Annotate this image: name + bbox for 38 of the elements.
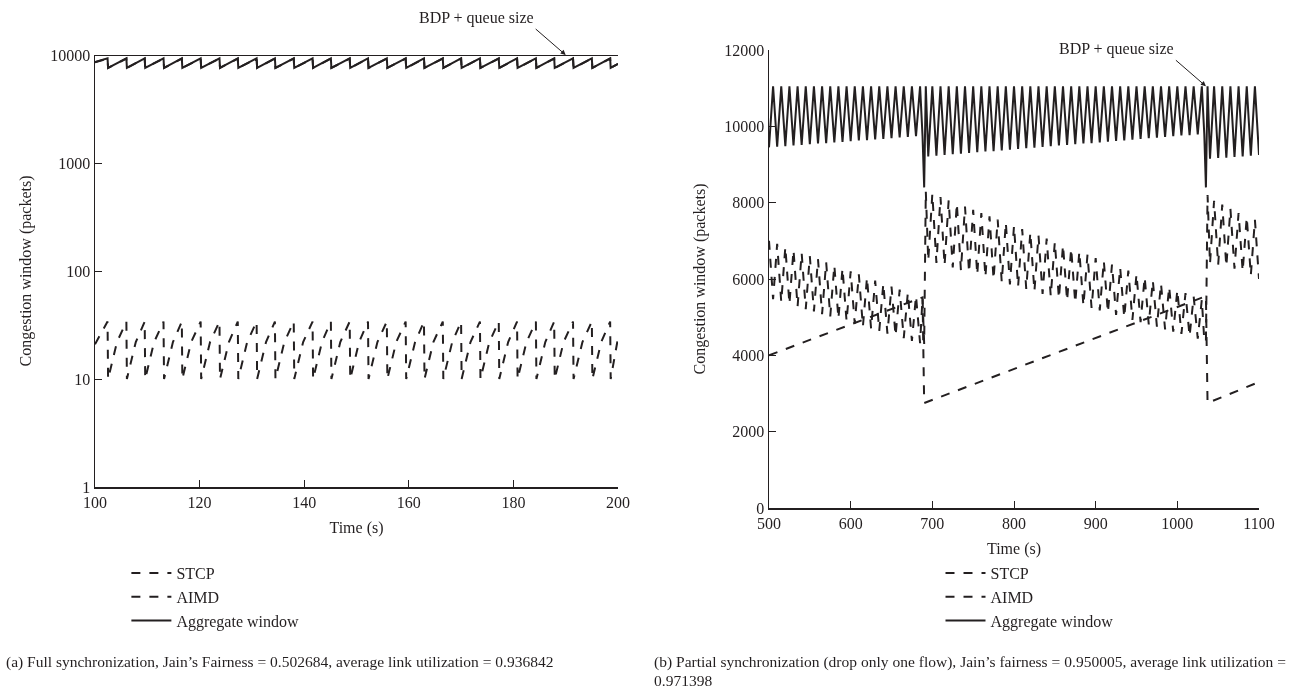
y-tick-label: 4000 <box>732 346 765 364</box>
x-tick-label: 800 <box>1002 514 1026 532</box>
x-tick-label: 1000 <box>1161 514 1194 532</box>
legend-label: STCP <box>990 565 1029 583</box>
x-tick-label: 160 <box>396 493 421 511</box>
y-tick-label: 10 <box>74 370 91 388</box>
x-tick-label: 900 <box>1083 514 1108 532</box>
legend-label: AIMD <box>990 589 1034 607</box>
x-tick-label: 140 <box>292 493 317 511</box>
y-tick-label: 1000 <box>58 154 91 172</box>
text: (b) Partial synchronization (drop only one flow), Jain’s fairness = 0.950005, average link utilization = 0.971398 <box>654 652 1286 690</box>
y-tick-label: 0 <box>756 499 765 517</box>
x-tick-label: 120 <box>187 493 212 511</box>
text: (a) Full synchronization, Jain’s Fairness = 0.502684, average link utilization = 0.936842 <box>6 652 555 671</box>
annotation: BDP + queue size <box>419 9 534 27</box>
x-axis-title: Time (s) <box>329 519 384 538</box>
x-tick-label: 500 <box>757 514 781 532</box>
y-tick-label: 10000 <box>50 46 91 64</box>
y-axis-title: Congestion window (packets) <box>691 183 710 375</box>
y-tick-label: 1 <box>82 478 91 496</box>
x-tick-label: 200 <box>606 493 630 511</box>
y-tick-label: 100 <box>66 262 91 280</box>
legend-label: STCP <box>176 565 215 583</box>
y-tick-label: 10000 <box>724 117 765 135</box>
annotation: BDP + queue size <box>1059 40 1174 58</box>
x-tick-label: 600 <box>838 514 863 532</box>
x-tick-label: 700 <box>920 514 945 532</box>
y-tick-label: 12000 <box>724 41 765 59</box>
x-tick-label: 1100 <box>1243 514 1275 532</box>
x-tick-label: 180 <box>501 493 526 511</box>
y-tick-label: 8000 <box>732 194 765 212</box>
legend-label: Aggregate window <box>176 612 300 631</box>
legend-label: AIMD <box>176 589 220 607</box>
y-tick-label: 6000 <box>732 270 765 288</box>
legend-label: Aggregate window <box>990 612 1114 631</box>
y-axis-title: Congestion window (packets) <box>17 175 36 367</box>
y-tick-label: 2000 <box>732 423 765 441</box>
x-axis-title: Time (s) <box>986 540 1042 559</box>
